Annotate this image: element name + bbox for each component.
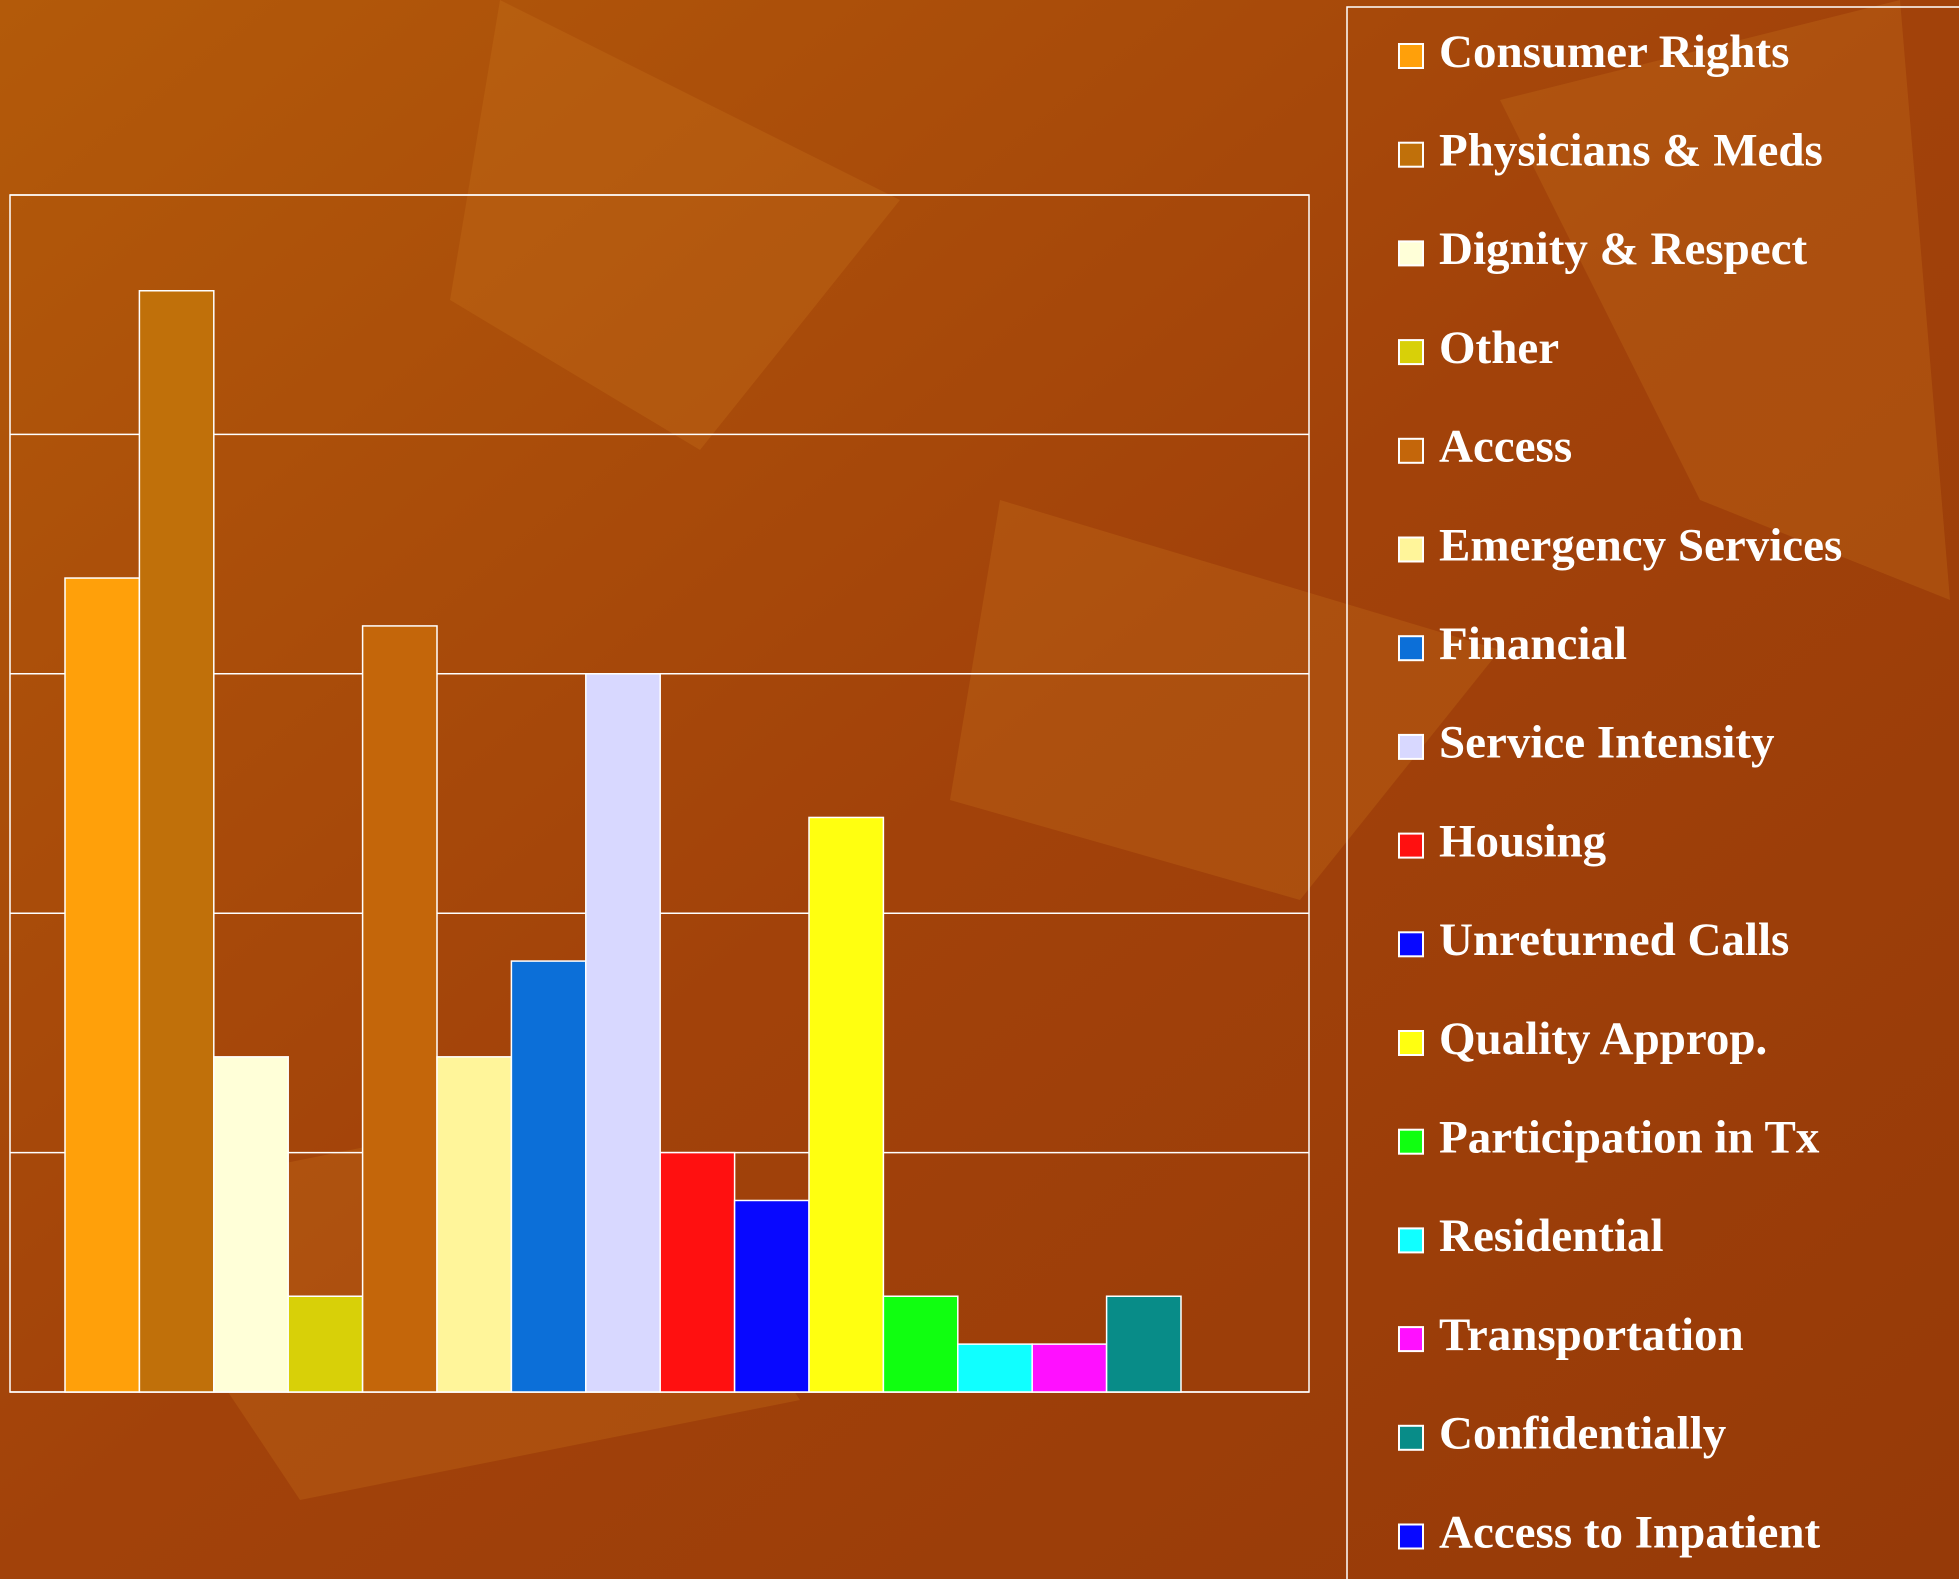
bar: [883, 1296, 957, 1392]
bar: [660, 1153, 734, 1392]
page: Consumer Rights Physicians & Meds Dignity …: [0, 0, 1959, 1579]
legend-swatch: [1399, 1031, 1423, 1055]
legend-swatch: [1399, 1426, 1423, 1450]
legend-swatch: [1399, 735, 1423, 759]
bar: [437, 1057, 511, 1392]
legend-label: Emergency Services: [1439, 519, 1842, 571]
legend-label: Quality Approp.: [1439, 1013, 1767, 1065]
bar: [1032, 1344, 1106, 1392]
legend-swatch: [1399, 340, 1423, 364]
legend-label: Dignity & Respect: [1439, 223, 1807, 275]
legend-swatch: [1399, 143, 1423, 167]
legend-swatch: [1399, 1327, 1423, 1351]
bar: [139, 291, 213, 1392]
legend-label: Participation in Tx: [1439, 1111, 1820, 1163]
legend-swatch: [1399, 1130, 1423, 1154]
legend-label: Access to Inpatient: [1439, 1506, 1821, 1558]
legend-swatch: [1399, 834, 1423, 858]
legend-label: Unreturned Calls: [1439, 914, 1789, 966]
legend-swatch: [1399, 636, 1423, 660]
legend-label: Residential: [1439, 1210, 1664, 1262]
legend-label: Other: [1439, 322, 1559, 374]
bar: [214, 1057, 288, 1392]
bar: [809, 817, 883, 1392]
chart: Consumer Rights Physicians & Meds Dignity …: [0, 0, 1959, 1579]
bar: [958, 1344, 1032, 1392]
bar: [363, 626, 437, 1392]
legend-swatch: [1399, 241, 1423, 265]
legend-label: Transportation: [1439, 1309, 1744, 1361]
bar: [511, 961, 585, 1392]
legend-swatch: [1399, 44, 1423, 68]
legend-label: Confidentially: [1439, 1408, 1727, 1460]
legend-label: Service Intensity: [1439, 717, 1775, 769]
legend-swatch: [1399, 932, 1423, 956]
legend-label: Physicians & Meds: [1439, 124, 1823, 176]
legend-swatch: [1399, 538, 1423, 562]
bar: [65, 578, 139, 1392]
legend-label: Consumer Rights: [1439, 26, 1789, 78]
bar: [1107, 1296, 1181, 1392]
legend-label: Financial: [1439, 618, 1627, 670]
bar: [586, 674, 660, 1392]
legend-label: Access: [1439, 421, 1572, 473]
bar: [735, 1200, 809, 1392]
legend-swatch: [1399, 1525, 1423, 1549]
legend-label: Housing: [1439, 815, 1607, 867]
bar: [288, 1296, 362, 1392]
legend-swatch: [1399, 439, 1423, 463]
legend-swatch: [1399, 1228, 1423, 1252]
